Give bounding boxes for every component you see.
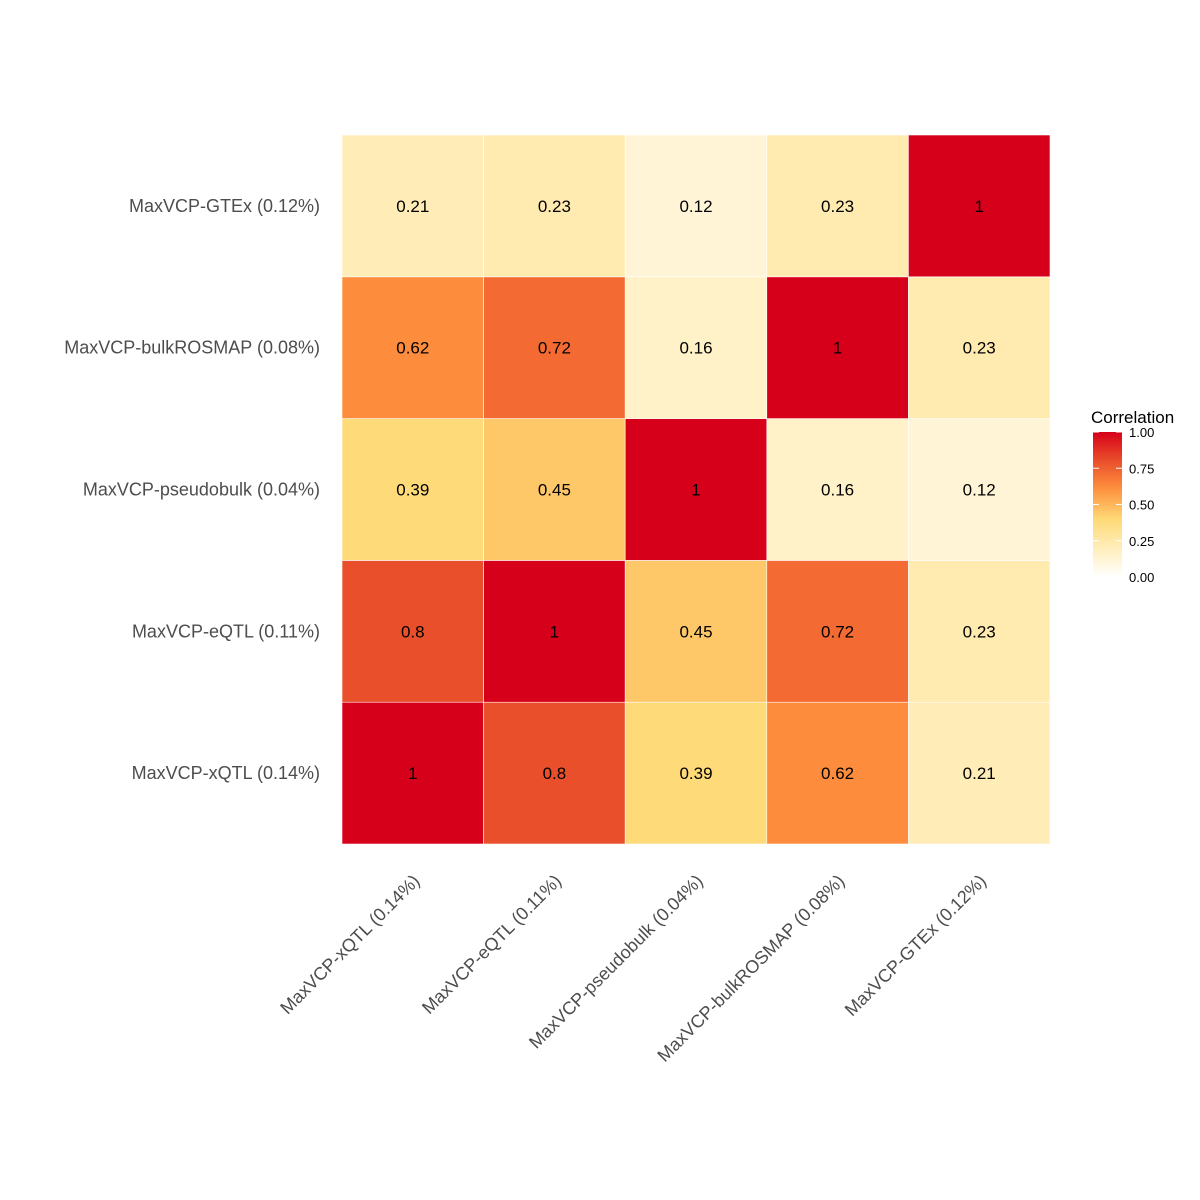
cell-value-label: 0.45 xyxy=(538,481,571,500)
heatmap-cell xyxy=(341,701,484,845)
heatmap-cell xyxy=(624,560,768,703)
x-axis: MaxVCP-xQTL (0.14%)MaxVCP-eQTL (0.11%) Ma… xyxy=(276,871,990,1066)
cell-value-label: 0.23 xyxy=(821,197,854,216)
cell-value-label: 1 xyxy=(833,339,842,358)
x-tick-label: MaxVCP-eQTL (0.11%) xyxy=(418,871,565,1018)
cell-value-label: 0.23 xyxy=(538,197,571,216)
y-axis: MaxVCP-xQTL (0.14%) MaxVCP-eQTL (0.11%) Ma… xyxy=(64,196,320,783)
heatmap-cell xyxy=(908,560,1051,703)
heatmap-cell xyxy=(341,276,484,419)
heatmap-cell xyxy=(908,701,1051,845)
cell-value-label: 0.23 xyxy=(963,622,996,641)
x-tick-label: MaxVCP-xQTL (0.14%) xyxy=(276,871,423,1018)
y-tick-label: MaxVCP-eQTL (0.11%) xyxy=(132,621,320,641)
cell-value-label: 0.16 xyxy=(821,481,854,500)
heatmap-cell xyxy=(341,560,484,703)
cell-value-label: 0.62 xyxy=(821,764,854,783)
cell-value-label: 0.62 xyxy=(396,339,429,358)
heatmap-cell xyxy=(624,276,768,419)
cell-value-label: 0.21 xyxy=(396,197,429,216)
y-tick-label: MaxVCP-bulkROSMAP (0.08%) xyxy=(64,338,320,358)
heatmap-cell xyxy=(908,418,1051,561)
cell-value-label: 1 xyxy=(550,622,559,641)
cell-value-label: 0.45 xyxy=(679,622,712,641)
heatmap-cell xyxy=(483,276,626,419)
cell-value-label: 0.12 xyxy=(963,481,996,500)
legend-tick-label: 1.00 xyxy=(1129,425,1154,440)
cell-value-label: 0.23 xyxy=(963,339,996,358)
cell-value-label: 0.72 xyxy=(538,339,571,358)
y-tick-label: MaxVCP-pseudobulk (0.04%) xyxy=(83,480,320,500)
heatmap-cell-labels: 1 0.8 0.39 0.62 0.21 0.8 1 0.45 0.72 0.23 0.39 0.45… xyxy=(396,197,995,783)
color-legend: Correlation 0.00 0.25 0.50 0.75 1.00 xyxy=(1091,408,1174,585)
cell-value-label: 0.21 xyxy=(963,764,996,783)
cell-value-label: 0.72 xyxy=(821,622,854,641)
cell-value-label: 1 xyxy=(691,481,700,500)
legend-ticks: 0.00 0.25 0.50 0.75 1.00 xyxy=(1093,425,1154,585)
y-tick-label: MaxVCP-GTEx (0.12%) xyxy=(129,196,320,216)
x-tick-label: MaxVCP-GTEx (0.12%) xyxy=(841,871,990,1020)
cell-value-label: 0.8 xyxy=(543,764,567,783)
cell-value-label: 0.39 xyxy=(679,764,712,783)
legend-tick-label: 0.25 xyxy=(1129,534,1154,549)
cell-value-label: 0.8 xyxy=(401,622,425,641)
heatmap-cell xyxy=(766,276,909,419)
heatmap-cell xyxy=(483,701,626,845)
heatmap-cell xyxy=(624,134,768,278)
heatmap-cell xyxy=(908,276,1051,419)
legend-tick-label: 0.50 xyxy=(1129,498,1154,513)
heatmap-cell xyxy=(483,134,626,278)
cell-value-label: 0.16 xyxy=(679,339,712,358)
heatmap-cell xyxy=(483,560,626,703)
cell-value-label: 0.12 xyxy=(679,197,712,216)
legend-tick-label: 0.00 xyxy=(1129,570,1154,585)
heatmap-cell xyxy=(341,134,484,278)
heatmap-cells xyxy=(341,134,1051,845)
y-tick-label: MaxVCP-xQTL (0.14%) xyxy=(132,763,320,783)
heatmap-cell xyxy=(483,418,626,561)
heatmap-cell xyxy=(908,134,1051,278)
legend-title: Correlation xyxy=(1091,408,1174,427)
legend-tick-label: 0.75 xyxy=(1129,461,1154,476)
cell-value-label: 0.39 xyxy=(396,481,429,500)
cell-value-label: 1 xyxy=(974,197,983,216)
heatmap-cell xyxy=(766,560,909,703)
heatmap-cell xyxy=(624,418,768,561)
heatmap-cell xyxy=(766,701,909,845)
cell-value-label: 1 xyxy=(408,764,417,783)
